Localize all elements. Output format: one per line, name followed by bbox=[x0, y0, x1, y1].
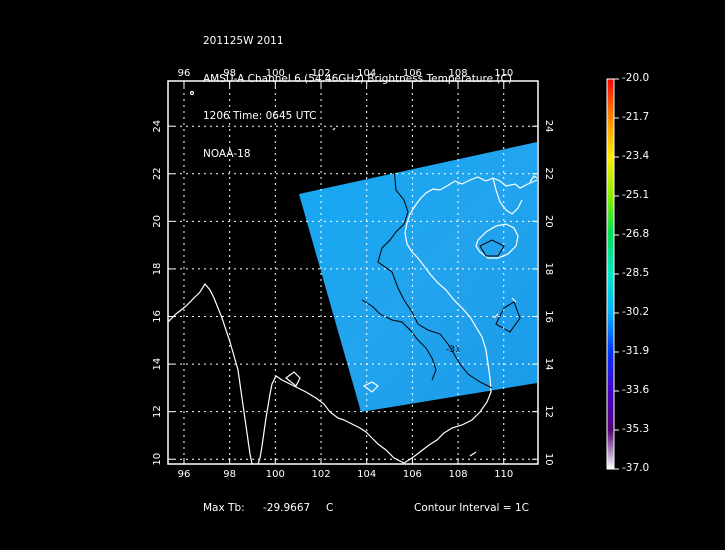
lat-label-right: 12 bbox=[543, 405, 554, 418]
lon-label-bottom: 104 bbox=[357, 469, 376, 480]
colorbar-label: -35.3 bbox=[622, 423, 650, 435]
lat-label-right: 14 bbox=[543, 358, 554, 371]
colorbar-label: -37.0 bbox=[622, 462, 650, 474]
colorbar-label: -26.8 bbox=[622, 228, 650, 240]
lon-label-top: 98 bbox=[223, 68, 236, 79]
lon-label-top: 110 bbox=[494, 68, 513, 79]
lon-label-bottom: 102 bbox=[311, 469, 330, 480]
storm-id: 201125W 2011 bbox=[203, 35, 284, 47]
date-time: 1206 Time: 0645 UTC bbox=[203, 110, 317, 122]
lon-label-bottom: 98 bbox=[223, 469, 236, 480]
lon-label-bottom: 96 bbox=[178, 469, 191, 480]
lat-label-left: 16 bbox=[152, 310, 163, 323]
lat-label-left: 12 bbox=[152, 405, 163, 418]
lat-label-right: 24 bbox=[543, 120, 554, 133]
contour-interval: Contour Interval = 1C bbox=[414, 502, 529, 514]
lat-label-left: 20 bbox=[152, 215, 163, 228]
lat-label-right: 18 bbox=[543, 263, 554, 276]
colorbar-gradient bbox=[606, 78, 615, 470]
lat-label-left: 22 bbox=[152, 167, 163, 180]
lat-label-left: 18 bbox=[152, 263, 163, 276]
colorbar-label: -21.7 bbox=[622, 111, 650, 123]
lon-label-top: 102 bbox=[311, 68, 330, 79]
lat-label-left: 10 bbox=[152, 453, 163, 466]
lat-label-left: 14 bbox=[152, 358, 163, 371]
lon-label-top: 104 bbox=[357, 68, 376, 79]
max-tb-value: -29.9667 bbox=[263, 502, 311, 514]
coastlines bbox=[168, 90, 538, 464]
colorbar-label: -28.5 bbox=[622, 267, 650, 279]
satellite-swath bbox=[299, 142, 537, 412]
temperature-colorbar bbox=[606, 78, 619, 470]
lat-label-right: 20 bbox=[543, 215, 554, 228]
max-tb-unit: C bbox=[326, 502, 334, 514]
contour-lines bbox=[361, 167, 521, 389]
max-tb-label: Max Tb: bbox=[203, 502, 245, 514]
lon-label-top: 100 bbox=[266, 68, 285, 79]
lon-label-top: 96 bbox=[178, 68, 191, 79]
satellite-name: NOAA-18 bbox=[203, 147, 251, 160]
lon-label-bottom: 106 bbox=[403, 469, 422, 480]
lat-label-right: 22 bbox=[543, 167, 554, 180]
axis-ticks: 96 96 98 98 100 100 102 102 104 104 106 106 108 108 11… bbox=[152, 68, 554, 480]
lon-label-bottom: 108 bbox=[449, 469, 468, 480]
contour-label: -31 bbox=[446, 345, 461, 355]
lon-label-bottom: 100 bbox=[266, 469, 285, 480]
colorbar-label: -20.0 bbox=[622, 72, 650, 84]
lat-label-right: 16 bbox=[543, 310, 554, 323]
colorbar-label: -23.4 bbox=[622, 150, 650, 162]
lat-label-left: 24 bbox=[152, 120, 163, 133]
lon-label-top: 108 bbox=[449, 68, 468, 79]
lon-label-top: 106 bbox=[403, 68, 422, 79]
colorbar-label: -25.1 bbox=[622, 189, 650, 201]
colorbar-label: -31.9 bbox=[622, 345, 650, 357]
map-frame bbox=[167, 80, 539, 465]
colorbar-label: -33.6 bbox=[622, 384, 650, 396]
lon-label-bottom: 110 bbox=[494, 469, 513, 480]
colorbar-label: -30.2 bbox=[622, 306, 650, 318]
lat-label-right: 10 bbox=[543, 453, 554, 466]
